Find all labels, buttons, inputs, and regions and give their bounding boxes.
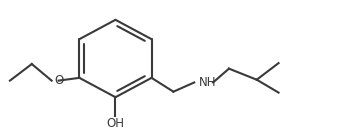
Text: OH: OH bbox=[107, 117, 125, 129]
Text: NH: NH bbox=[199, 76, 217, 89]
Text: O: O bbox=[54, 74, 63, 87]
